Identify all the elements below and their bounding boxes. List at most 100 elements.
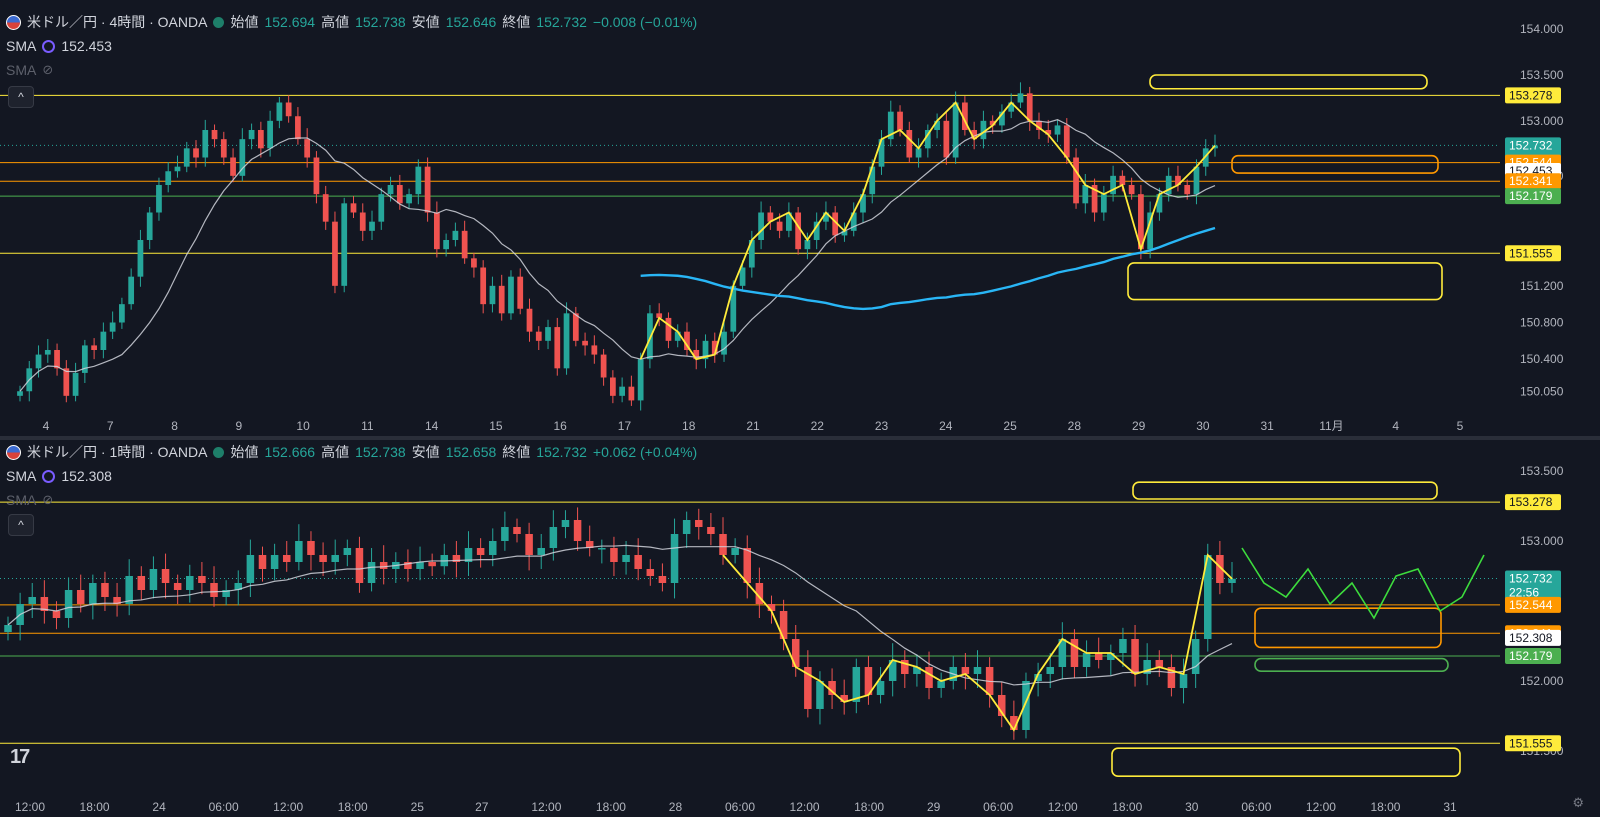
candle-body [202,130,209,158]
candle-body [1036,120,1042,130]
candle-body [682,520,691,534]
price-label-bg [1505,735,1561,752]
price-label-bg [1505,188,1561,205]
candle-body [582,340,588,346]
candle-body [647,313,653,360]
candle-body [198,576,206,583]
forecast-drawing [1241,547,1485,620]
candle-body [1119,175,1126,185]
candle-body [1017,93,1024,103]
low-value: 152.658 [445,444,497,460]
candle-body [76,590,85,604]
price-label-bg [1505,570,1561,601]
sma-line [7,544,1233,686]
candle-body [1110,175,1116,195]
candle-body [35,354,42,369]
y-tick-label: 151.200 [1520,279,1564,293]
y-tick-label: 150.800 [1520,316,1564,330]
candle-body [165,171,172,185]
candle-body [359,212,366,231]
price-label: 152.179 [1509,189,1553,203]
candle-body [670,534,679,583]
price-label: 152.544 [1509,598,1553,612]
sma-indicator-label[interactable]: SMA [6,38,37,54]
price-label: 152.341 [1509,174,1553,188]
chart-canvas-1h[interactable]: 153.500153.000152.000151.500153.278152.7… [0,440,1600,817]
sma-value: 152.453 [61,38,112,54]
candle-body [343,548,352,555]
candle-body [387,185,394,195]
eye-hidden-icon[interactable]: ⊘ [42,492,54,507]
candle-body [795,212,802,250]
candle-body [332,221,338,286]
chart-canvas-4h[interactable]: 154.000153.500153.000152.400151.200150.8… [0,0,1600,436]
x-tick-label: 21 [746,419,760,433]
sma-hidden-label[interactable]: SMA [6,62,37,78]
candle-body [656,313,663,318]
open-label: 始値 [230,14,259,30]
close-label: 終値 [502,444,531,460]
candle-body [711,340,718,355]
x-tick-label: 10 [296,419,310,433]
candle-body [1212,145,1218,149]
candle-body [816,681,824,709]
market-status-icon [213,16,225,28]
candle-body [433,212,440,250]
candle-body [952,102,959,158]
candle-body [498,285,505,314]
candle-body [1119,639,1127,653]
x-tick-label: 12:00 [15,800,45,814]
candle-body [731,548,739,555]
candle-body [1184,185,1191,195]
symbol-title[interactable]: 米ドル／円 · 1時間 · OANDA [27,444,208,460]
candle-body [501,527,509,541]
chart-pane-1h[interactable]: 153.500153.000152.000151.500153.278152.7… [0,440,1600,817]
candle-body [572,313,579,341]
candle-body [864,667,873,695]
candle-body [1138,194,1144,250]
candle-body [1179,674,1188,688]
candle-body [54,350,60,369]
zone-box [1127,262,1443,301]
usdjpy-flag-icon [6,444,21,460]
candle-body [786,212,792,231]
collapse-legend-button[interactable]: ^ [8,514,34,536]
collapse-legend-button[interactable]: ^ [8,86,34,108]
zone-box [1149,74,1428,90]
chart-pane-4h[interactable]: 154.000153.500153.000152.400151.200150.8… [0,0,1600,436]
sma-indicator-label[interactable]: SMA [6,468,37,484]
tradingview-logo-icon[interactable]: 17 [10,746,30,768]
y-tick-label: 150.400 [1520,352,1564,366]
candle-body [513,527,521,534]
candle-body [461,230,468,259]
sma-hidden-label[interactable]: SMA [6,492,37,508]
x-tick-label: 27 [475,800,489,814]
candle-body [989,120,996,126]
candle-body [609,377,616,396]
open-label: 始値 [230,444,259,460]
pane-divider[interactable] [0,436,1600,440]
candle-body [4,625,12,632]
candle-body [1193,166,1200,195]
x-tick-label: 14 [425,419,439,433]
candle-body [471,258,477,268]
x-tick-label: 8 [171,419,178,433]
candle-body [234,583,243,590]
candle-body [257,130,264,149]
x-tick-label: 18:00 [338,800,368,814]
candle-body [721,331,727,355]
symbol-title[interactable]: 米ドル／円 · 4時間 · OANDA [27,14,208,30]
x-tick-label: 18:00 [1370,800,1400,814]
candle-body [248,130,255,140]
gear-icon[interactable]: ⚙ [1572,795,1584,810]
candle-body [674,331,681,341]
candle-body [72,372,79,396]
eye-hidden-icon[interactable]: ⊘ [42,62,54,77]
candle-body [1034,674,1042,681]
candle-body [1128,185,1135,195]
candle-body [1155,660,1164,667]
candle-body [767,604,776,611]
candle-body [545,327,551,341]
candle-body [1216,555,1224,583]
zone-box [1254,607,1442,649]
